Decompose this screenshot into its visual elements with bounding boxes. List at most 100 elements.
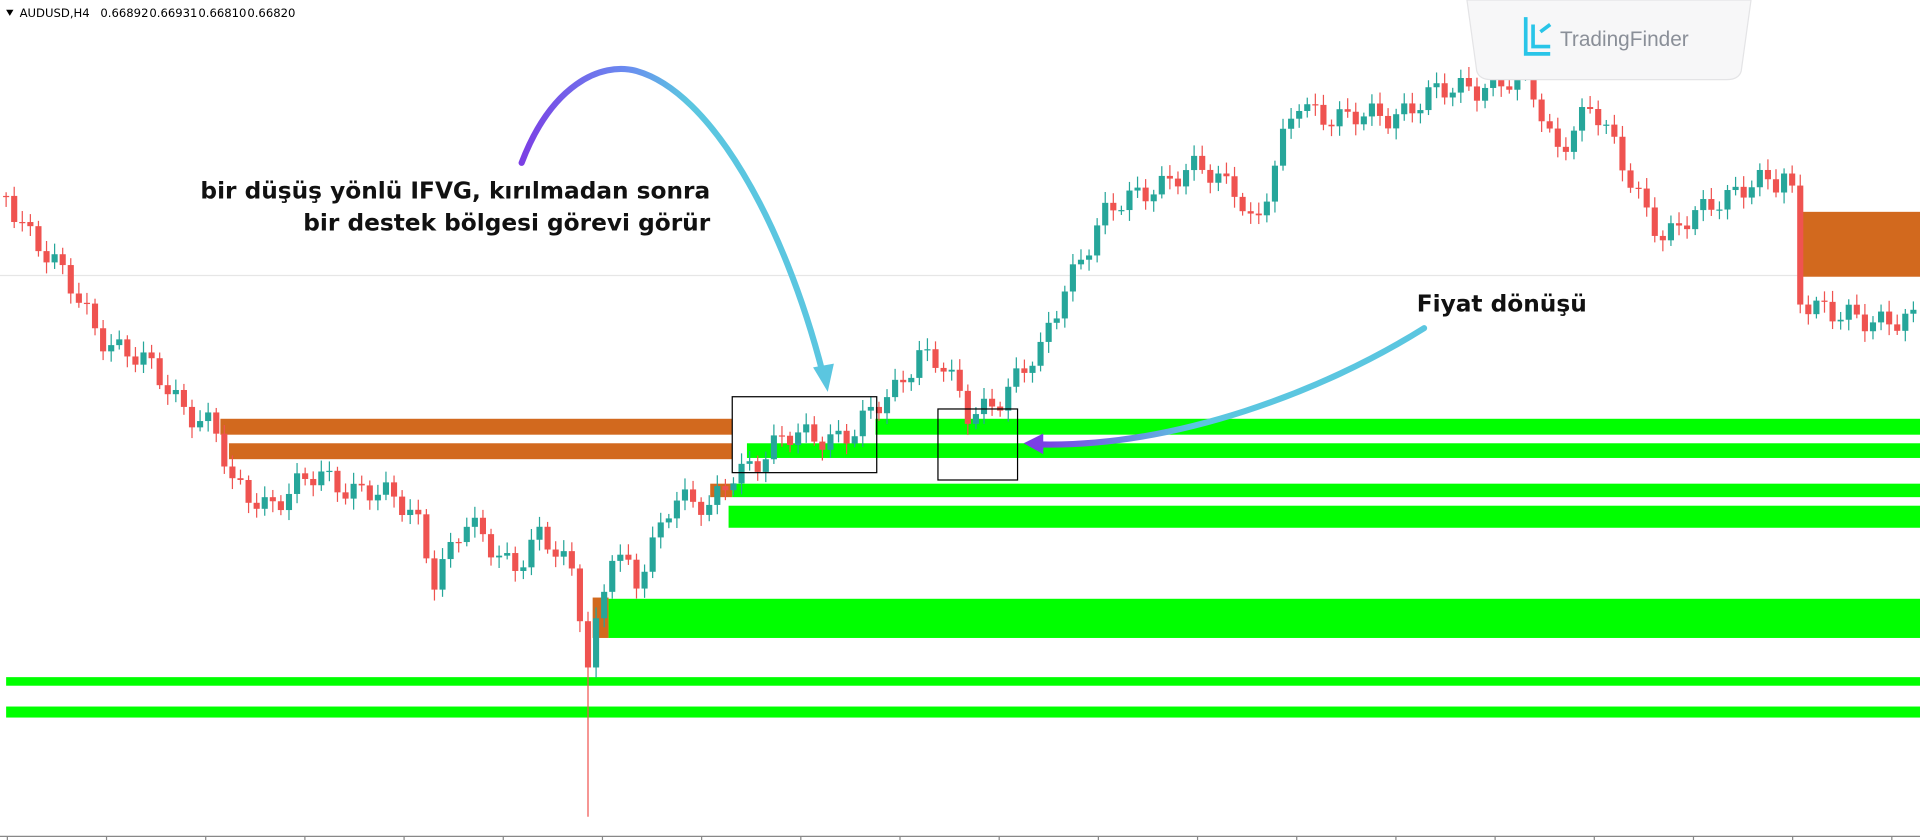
candle-body [35,226,42,252]
candle-body [1425,87,1432,111]
candle-body [390,482,398,497]
candle-body [43,251,50,263]
candle-body [350,483,357,499]
candle-body [1482,87,1489,101]
candle-body [665,518,672,523]
candle-body [285,493,293,511]
candle-body [1069,264,1076,292]
candle-body [1304,104,1311,111]
candle-body [1627,170,1634,188]
candle-body [1595,109,1602,126]
candle-body [892,379,899,398]
candle-body [1077,259,1085,265]
candle-body [172,389,179,395]
candle-body [358,483,365,486]
arrowhead [813,363,834,392]
candle-body [237,478,244,480]
candle-body [633,559,640,589]
candle-body [1376,103,1384,116]
candle-body [1279,128,1287,166]
candle-body [1409,103,1416,114]
candle-body [843,430,850,444]
candle-body [827,434,834,450]
candle-body [1886,311,1893,325]
candle-body [205,412,212,422]
quote-open: 0.66892 [100,6,148,20]
candle-body [1166,175,1173,179]
candle-body [1821,300,1828,302]
candle-body [714,486,721,505]
candle-body [972,414,979,424]
candle-body [1029,365,1036,373]
logo-tab [1466,0,1752,81]
candle-body [1748,187,1755,198]
candle-body [1296,110,1303,119]
candle-body [11,195,18,222]
candle-body [447,541,454,560]
candle-body [1659,235,1666,241]
candle-body [180,389,187,407]
candle-body [1158,175,1165,195]
symbol: AUDUSD,H4 [20,6,90,20]
candle-body [1490,75,1497,88]
candle-body [1005,386,1012,411]
candle-body [1312,104,1319,106]
candle-body [1716,209,1723,211]
candle-body [1393,114,1400,129]
candle-body [51,254,58,263]
bearish-zone [710,483,733,498]
candle-body [625,554,632,560]
candle-body [1546,121,1553,129]
candle-body [584,621,592,668]
candle-body [269,497,276,502]
candle-body [1368,103,1375,117]
candle-body [1061,291,1068,319]
candle-body [1191,155,1198,171]
candle-body [261,497,268,509]
candle-body [310,478,317,486]
candle-body [924,349,931,351]
candle-body [1013,368,1020,387]
candle-body [900,379,907,383]
candle-body [1619,136,1626,171]
bullish-zone [608,598,1920,638]
candle-body [75,293,82,303]
candle-body [415,509,422,515]
candle-body [593,618,600,668]
candles [3,61,1917,817]
candle-body [1239,196,1246,212]
candle-body [681,489,689,501]
highlight-box [937,408,1019,481]
annotation: bir destek bölgesi görevi görür [303,210,710,237]
candle-body [1263,201,1270,216]
candle-body [617,554,624,561]
candle-body [544,526,551,550]
candle-body [67,265,74,294]
candle-body [1037,341,1044,366]
candle-body [407,509,414,516]
candle-body [859,410,866,437]
candle-body [1288,118,1295,129]
candle-body [1086,255,1093,260]
candle-body [487,534,495,558]
candle-body [1182,170,1190,187]
bullish-zone [728,505,1920,528]
candle-body [1878,311,1885,323]
zones [6,211,1920,718]
candle-body [197,421,204,428]
candle-body [91,303,99,329]
candle-body [1651,207,1658,236]
candle-body [213,412,220,434]
candle-body [19,221,26,224]
bullish-zone [6,677,1920,686]
annotation: bir düşüş yönlü IFVG, kırılmadan sonra [200,178,710,205]
candle-body [132,356,139,365]
candle-body [1772,179,1780,193]
candle-body [932,349,939,368]
candle-body [1473,86,1481,101]
candle-body [1320,104,1327,125]
arrowhead [1023,433,1044,455]
candle-body [706,504,713,515]
